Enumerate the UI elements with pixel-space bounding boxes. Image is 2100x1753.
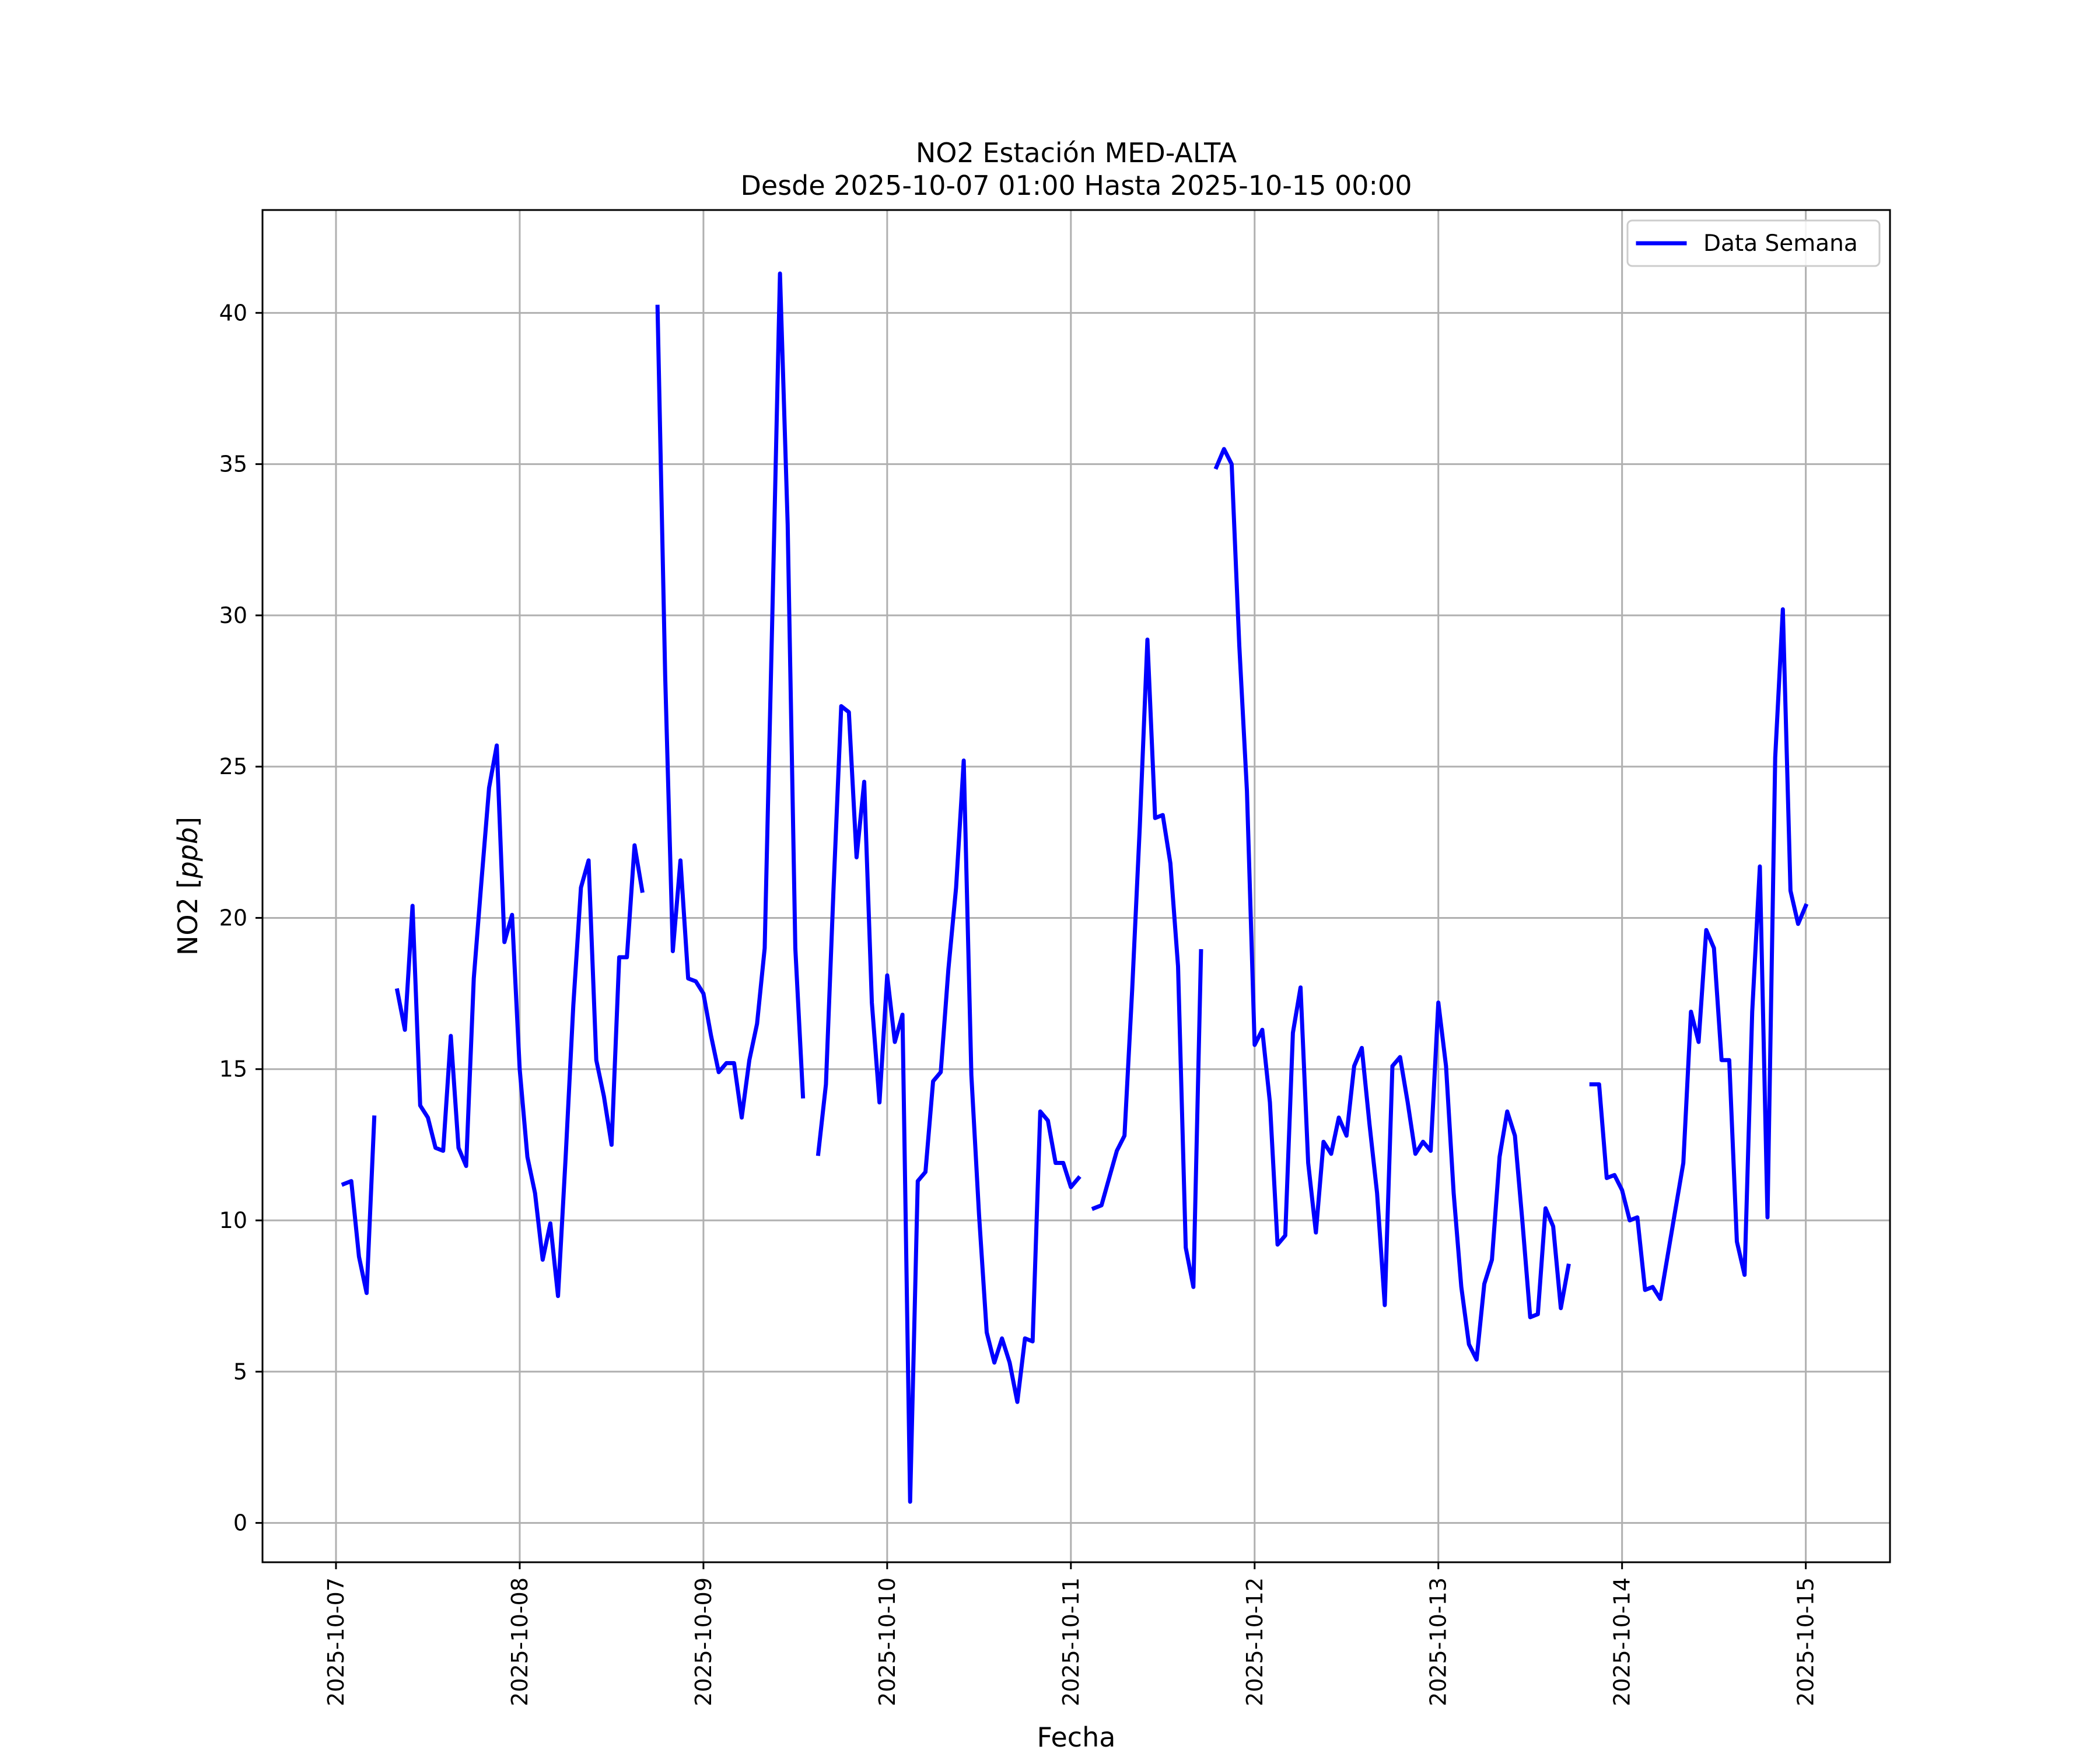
y-tick-label-35: 35 — [219, 452, 247, 477]
x-tick-label-2025-10-08: 2025-10-08 — [507, 1577, 533, 1706]
y-tick-label-0: 0 — [233, 1510, 247, 1536]
x-tick-label-2025-10-15: 2025-10-15 — [1793, 1577, 1819, 1706]
plot-area-background — [262, 210, 1890, 1562]
chart-title: NO2 Estación MED-ALTA — [916, 137, 1237, 169]
x-tick-label-2025-10-07: 2025-10-07 — [323, 1577, 349, 1706]
x-tick-label-2025-10-11: 2025-10-11 — [1058, 1577, 1084, 1706]
y-tick-label-15: 15 — [219, 1056, 247, 1082]
x-tick-label-2025-10-10: 2025-10-10 — [874, 1577, 900, 1706]
y-tick-label-20: 20 — [219, 905, 247, 930]
y-tick-label-30: 30 — [219, 603, 247, 628]
legend: Data Semana — [1626, 219, 1881, 267]
tick-layer: 0 5 10 15 20 25 30 35 40 2025-10-07 2025-10-08 2025… — [219, 300, 1819, 1706]
series-layer — [341, 271, 1809, 1504]
x-tick-label-2025-10-14: 2025-10-14 — [1609, 1577, 1635, 1706]
legend-box — [1626, 219, 1881, 267]
series-line-data-semana — [341, 271, 1809, 1504]
y-tick-label-25: 25 — [219, 754, 247, 779]
x-axis-label: Fecha — [1037, 1721, 1116, 1750]
x-tick-label-2025-10-09: 2025-10-09 — [691, 1577, 716, 1706]
y-tick-label-10: 10 — [219, 1208, 247, 1233]
legend-label-data-semana: Data Semana — [1703, 230, 1858, 257]
plot-frame — [261, 209, 1891, 1563]
y-axis-label: NO2 [ppb] — [172, 817, 204, 956]
chart-subtitle: Desde 2025-10-07 01:00 Hasta 2025-10-15 … — [740, 170, 1412, 201]
grid-layer — [262, 210, 1890, 1562]
y-tick-label-5: 5 — [233, 1359, 247, 1384]
x-tick-label-2025-10-12: 2025-10-12 — [1242, 1577, 1268, 1706]
x-tick-label-2025-10-13: 2025-10-13 — [1426, 1577, 1451, 1706]
y-tick-label-40: 40 — [219, 300, 247, 326]
